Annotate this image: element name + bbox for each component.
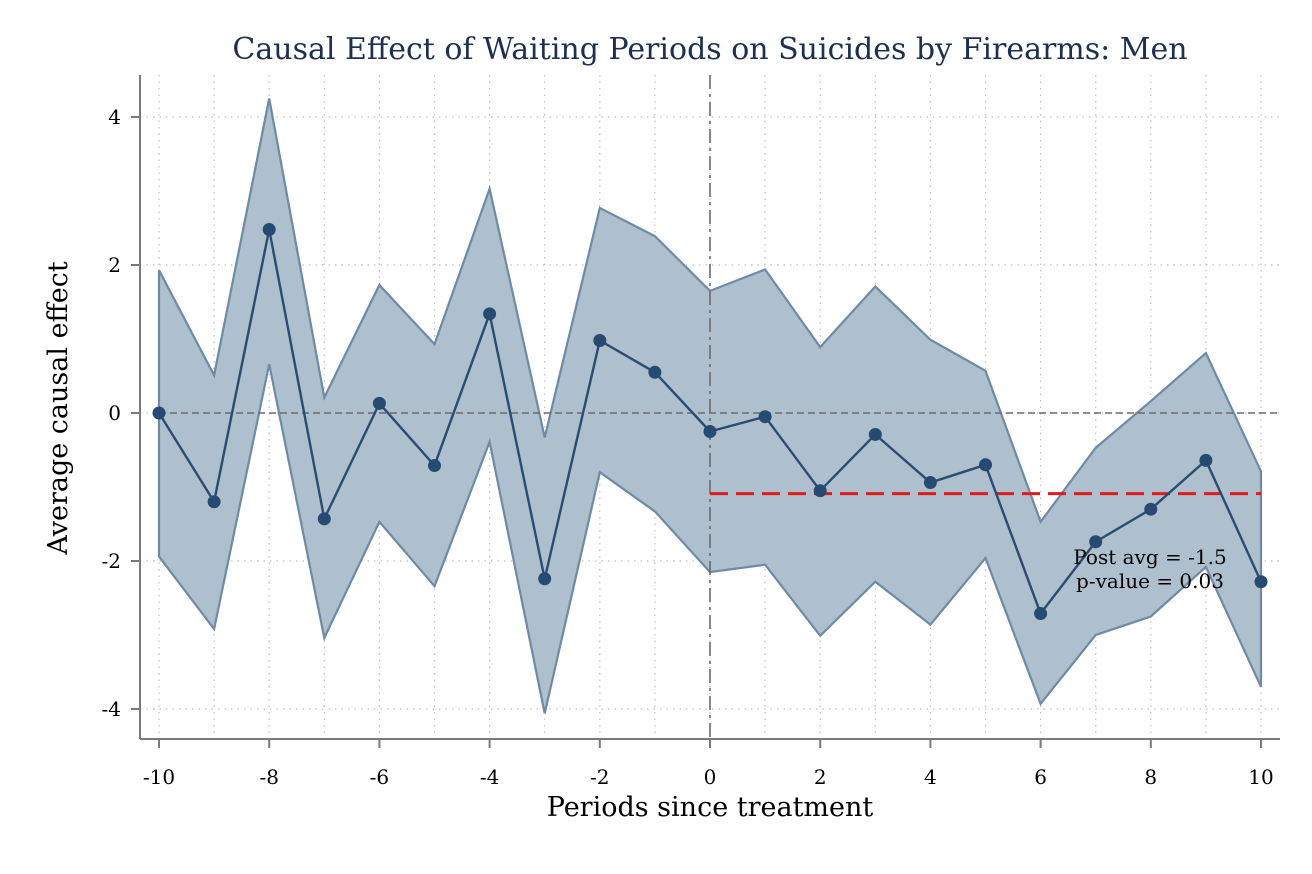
y-tick-label: -2: [102, 549, 121, 573]
post-average-annotation: Post avg = -1.5: [1073, 545, 1226, 569]
estimate-point: [207, 495, 221, 509]
estimate-point: [152, 406, 166, 420]
x-tick-label: -6: [370, 765, 389, 789]
x-tick-label: -10: [143, 765, 175, 789]
estimate-point: [703, 425, 717, 438]
x-tick-label: 8: [1144, 765, 1157, 789]
x-tick-label: 2: [814, 765, 827, 789]
estimate-point: [1254, 575, 1268, 589]
y-tick-label: -4: [102, 697, 121, 721]
estimate-series: [152, 222, 1268, 621]
estimate-point: [593, 333, 607, 347]
p-value-annotation: p-value = 0.03: [1076, 569, 1224, 593]
x-tick-label: -2: [590, 765, 609, 789]
x-tick-label: 0: [704, 765, 717, 789]
x-tick-label: 4: [924, 765, 937, 789]
estimate-point: [648, 365, 662, 379]
chart-title: Causal Effect of Waiting Periods on Suic…: [232, 32, 1187, 67]
x-tick-label: 6: [1034, 765, 1047, 789]
estimate-point: [1144, 502, 1158, 516]
y-tick-label: 4: [108, 105, 121, 129]
y-axis-label: Average causal effect: [43, 261, 74, 556]
estimate-point: [1034, 607, 1048, 621]
y-tick-label: 2: [108, 253, 121, 277]
estimate-point: [923, 476, 937, 490]
axes: [131, 75, 1280, 748]
estimate-point: [538, 572, 552, 586]
x-tick-label: -8: [259, 765, 278, 789]
estimate-point: [317, 512, 331, 526]
estimate-point: [262, 222, 276, 236]
estimate-point: [483, 307, 497, 321]
estimate-point: [372, 396, 386, 410]
tick-labels: -10 -8 -6 -4 -2 0 2 4 6 8 10 -4 -2 0 2 4: [102, 105, 1274, 789]
estimate-point: [813, 484, 827, 498]
estimate-point: [428, 459, 441, 473]
x-tick-label: -4: [480, 765, 499, 789]
x-tick-label: 10: [1248, 765, 1273, 789]
estimate-point: [758, 410, 772, 424]
y-tick-label: 0: [108, 401, 121, 425]
estimate-point: [868, 427, 882, 441]
estimate-point: [1089, 535, 1103, 549]
estimate-point: [1199, 453, 1213, 467]
estimate-point: [979, 458, 992, 472]
x-axis-label: Periods since treatment: [547, 792, 874, 823]
